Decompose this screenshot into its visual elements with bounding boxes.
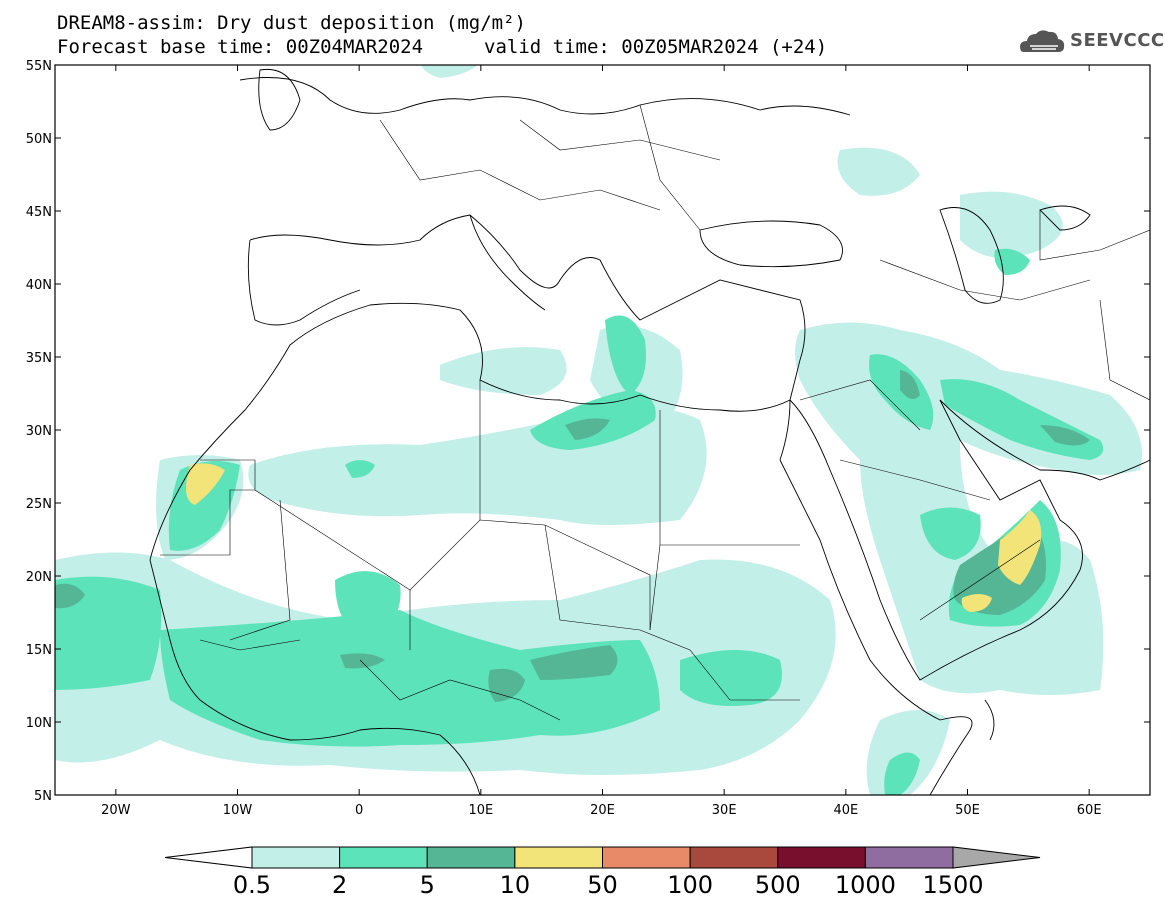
colorbar-label: 10 (500, 871, 531, 899)
lat-tick-label: 25N (26, 497, 52, 512)
colorbar-swatch (602, 846, 691, 869)
lon-tick-label: 10W (223, 803, 253, 818)
lat-tick-label: 10N (26, 716, 52, 731)
colorbar-label: 1500 (922, 871, 983, 899)
deposition-shading (55, 65, 1142, 795)
colorbar-label: 2 (332, 871, 347, 899)
colorbar-label: 5 (420, 871, 435, 899)
longitude-axis: 20W 10W 0 10E 20E 30E 40E 50E 60E (101, 65, 1102, 818)
lon-tick-label: 10E (468, 803, 493, 818)
colorbar-label: 50 (587, 871, 618, 899)
colorbar-right-arrow (952, 846, 1041, 869)
colorbar-swatch (689, 846, 779, 869)
lon-tick-label: 50E (955, 803, 980, 818)
lon-tick-label: 40E (833, 803, 858, 818)
lat-tick-label: 15N (26, 643, 52, 658)
colorbar-swatch (777, 846, 866, 869)
colorbar-swatch (339, 846, 428, 869)
cloud-logo-icon (1020, 30, 1065, 52)
lat-tick-label: 5N (34, 789, 52, 804)
colorbar-label: 0.5 (233, 871, 271, 899)
lon-tick-label: 20W (101, 803, 131, 818)
lon-tick-label: 20E (590, 803, 615, 818)
country-borders (160, 104, 1150, 721)
colorbar-label: 100 (667, 871, 713, 899)
lat-tick-label: 35N (26, 351, 52, 366)
latitude-axis: 5N 10N 15N 20N 25N 30N 35N 40N 45N 50N 55N (26, 59, 1150, 804)
colorbar-swatch (864, 846, 954, 869)
colorbar-left-arrow (164, 846, 253, 869)
colorbar-label: 500 (755, 871, 801, 899)
lon-tick-label: 60E (1077, 803, 1102, 818)
lat-tick-label: 40N (26, 278, 52, 293)
logo-text: SEEVCCC (1070, 30, 1165, 51)
lon-tick-label: 30E (712, 803, 737, 818)
lat-tick-label: 55N (26, 59, 52, 74)
colorbar: 0.5 2 5 10 50 100 500 1000 1500 (164, 846, 1041, 899)
lat-tick-label: 45N (26, 205, 52, 220)
colorbar-swatch (426, 846, 516, 869)
valid-time-label: valid time: 00Z05MAR2024 (+24) (484, 36, 828, 58)
coastlines (149, 68, 1150, 795)
base-time-label: Forecast base time: 00Z04MAR2024 (57, 36, 424, 58)
lat-tick-label: 20N (26, 570, 52, 585)
colorbar-swatch (251, 846, 341, 869)
colorbar-label: 1000 (835, 871, 896, 899)
lon-tick-label: 0 (355, 803, 363, 818)
lat-tick-label: 30N (26, 424, 52, 439)
lat-tick-label: 50N (26, 132, 52, 147)
map-title: DREAM8-assim: Dry dust deposition (mg/m²… (57, 12, 526, 34)
colorbar-swatch (514, 846, 603, 869)
